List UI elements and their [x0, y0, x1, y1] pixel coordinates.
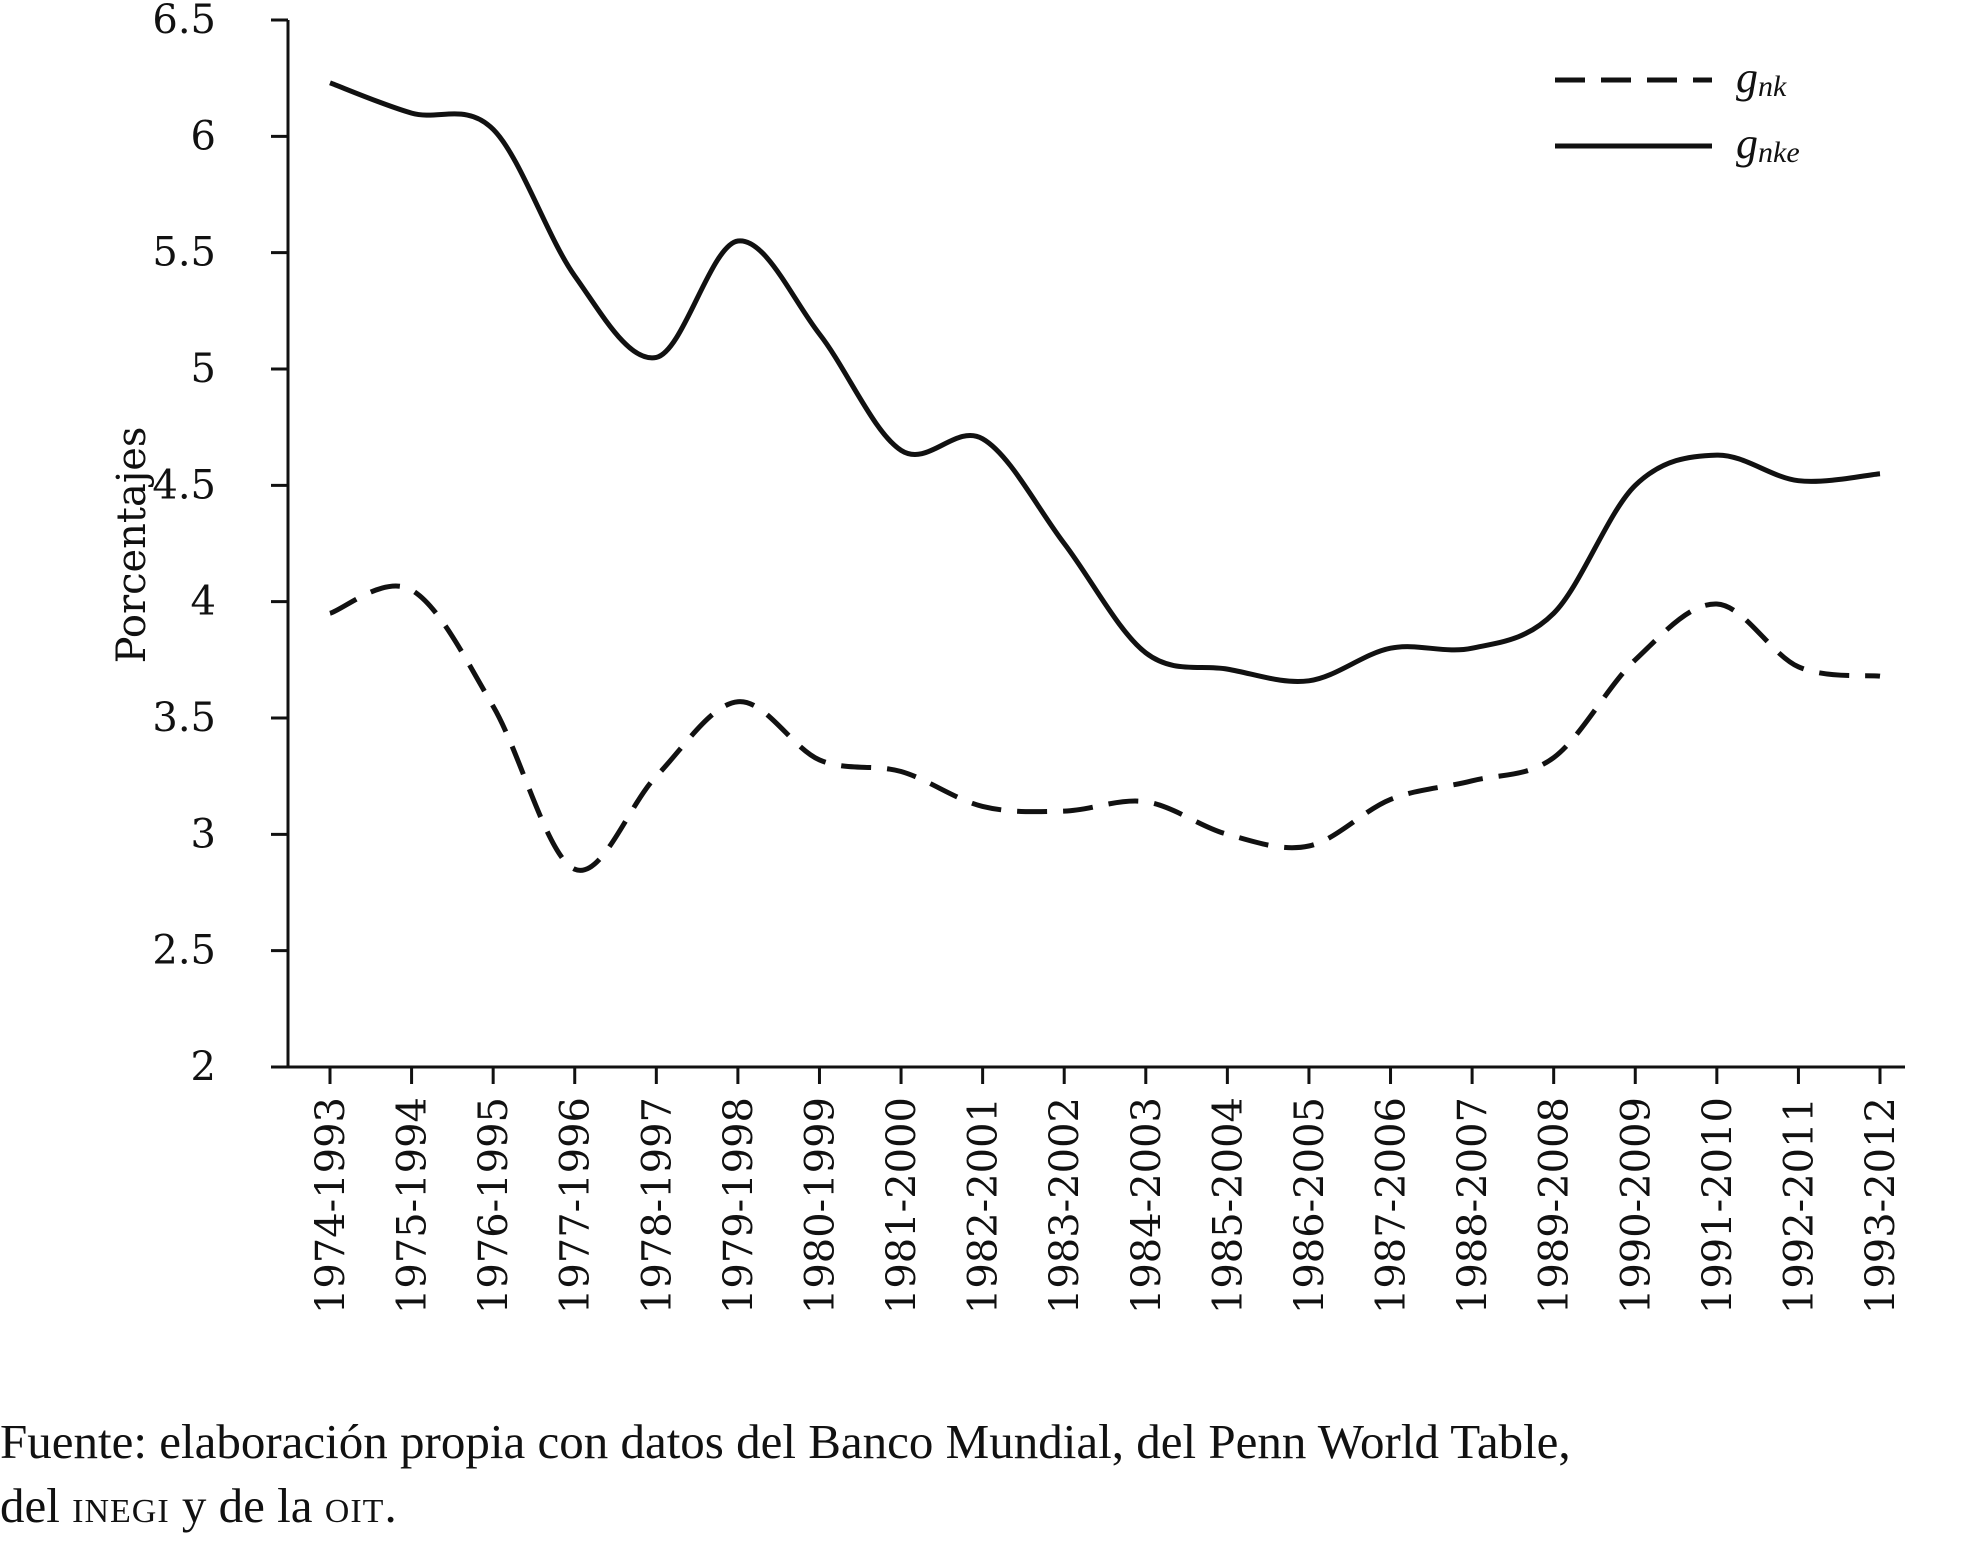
source-text-c: y de la: [169, 1478, 325, 1533]
y-tick-label: 5.5: [152, 230, 216, 276]
x-tick-label: 1976-1995: [471, 1097, 517, 1314]
source-text-a: del: [0, 1478, 73, 1533]
x-tick-label: 1982-2001: [961, 1097, 1007, 1314]
legend-label-base: g: [1736, 119, 1758, 168]
y-tick-label: 2.5: [152, 928, 216, 974]
line-chart: 22.533.544.555.566.5 1974-1993 1975-1994 1…: [109, 0, 1905, 1314]
series-line-gnk: [329, 583, 1881, 873]
x-axis: 1974-1993 1975-1994 1976-1995 1977-1996 1978…: [272, 1065, 1905, 1314]
x-tick-label: 1977-1996: [553, 1097, 599, 1314]
legend-label-nke: gnke: [1736, 119, 1800, 169]
x-tick-label: 1992-2011: [1776, 1097, 1822, 1314]
x-tick-label: 1991-2010: [1695, 1097, 1741, 1314]
x-tick-label: 1985-2004: [1205, 1097, 1251, 1314]
x-tick-label: 1989-2008: [1532, 1097, 1578, 1314]
legend-label-nk: gnk: [1736, 53, 1787, 103]
source-line-2: del INEGI y de la OIT.: [0, 1474, 1983, 1538]
y-tick-label: 2: [191, 1044, 216, 1090]
series-layer: [329, 80, 1881, 873]
y-tick-label: 5: [191, 346, 216, 392]
y-tick-label: 3.5: [152, 695, 216, 741]
x-tick-label: 1984-2003: [1124, 1097, 1170, 1314]
legend-label-sub: nke: [1758, 136, 1800, 169]
x-tick-label: 1979-1998: [716, 1097, 762, 1314]
source-abbr-oit: OIT: [324, 1478, 385, 1533]
x-tick-label: 1978-1997: [634, 1097, 680, 1314]
y-tick-label: 4.5: [152, 462, 216, 508]
series-line-gnke: [329, 80, 1881, 684]
y-tick-label: 3: [191, 811, 216, 857]
x-tick-label: 1975-1994: [390, 1097, 436, 1314]
source-text-e: .: [384, 1478, 397, 1533]
x-tick-label: 1981-2000: [879, 1097, 925, 1314]
x-tick-label: 1974-1993: [308, 1097, 354, 1314]
x-tick-label: 1987-2006: [1369, 1097, 1415, 1314]
y-tick-label: 6.5: [152, 0, 216, 43]
x-tick-label: 1988-2007: [1450, 1097, 1496, 1314]
legend-label-base: g: [1736, 53, 1758, 102]
y-tick-label: 4: [191, 579, 216, 625]
y-axis-title: Porcentajes: [109, 427, 155, 664]
source-line-1: Fuente: elaboración propia con datos del…: [0, 1414, 1571, 1469]
x-tick-label: 1993-2012: [1858, 1097, 1904, 1314]
x-tick-label: 1983-2002: [1042, 1097, 1088, 1314]
source-abbr-inegi: INEGI: [72, 1478, 170, 1533]
y-tick-label: 6: [191, 113, 216, 159]
y-axis: 2 2.5 3 3.5 4 4.5 5 5.5 6 6.5: [152, 0, 290, 1090]
x-tick-label: 1986-2005: [1287, 1097, 1333, 1314]
source-note: Fuente: elaboración propia con datos del…: [0, 1410, 1983, 1538]
x-tick-label: 1990-2009: [1613, 1097, 1659, 1314]
legend-label-sub: nk: [1758, 70, 1787, 103]
x-tick-label: 1980-1999: [797, 1097, 843, 1314]
